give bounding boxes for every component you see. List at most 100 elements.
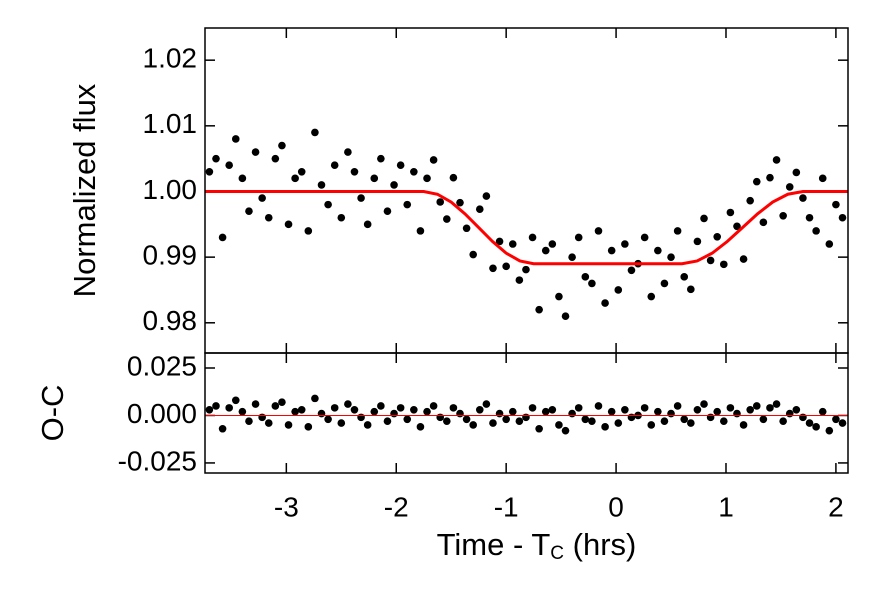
data-point	[390, 181, 398, 189]
data-point	[337, 213, 346, 222]
y-tick-label: 0.000	[127, 398, 197, 429]
data-point	[548, 405, 557, 414]
data-point	[350, 167, 359, 176]
data-point	[377, 154, 385, 163]
data-point	[475, 205, 484, 214]
data-point	[443, 417, 451, 425]
data-point	[317, 409, 326, 418]
plot-area	[205, 128, 848, 321]
data-point	[838, 213, 847, 222]
data-point	[713, 232, 722, 241]
data-point	[818, 174, 827, 183]
data-point	[673, 227, 682, 235]
data-point	[752, 177, 761, 186]
data-point	[231, 396, 240, 405]
data-point	[752, 402, 761, 410]
data-point	[588, 417, 596, 425]
data-point	[258, 194, 266, 202]
data-point	[673, 402, 682, 410]
data-point	[614, 286, 623, 294]
data-point	[456, 409, 464, 418]
data-point	[429, 402, 438, 410]
data-point	[660, 417, 669, 425]
data-point	[205, 405, 214, 414]
data-point	[792, 405, 801, 414]
data-point	[739, 421, 748, 429]
data-point	[212, 402, 220, 410]
data-point	[258, 413, 266, 422]
data-point	[238, 407, 247, 416]
data-point	[508, 407, 517, 416]
data-point	[324, 415, 332, 424]
y-axis-label: Normalized flux	[67, 83, 102, 297]
data-point	[522, 265, 530, 274]
data-point	[515, 276, 524, 284]
data-point	[654, 407, 662, 416]
data-point	[581, 415, 590, 424]
data-point	[423, 407, 431, 416]
data-point	[561, 312, 570, 321]
data-point	[410, 167, 418, 176]
data-point	[548, 240, 557, 248]
y-axis-label: O-C	[35, 385, 70, 442]
data-point	[693, 237, 702, 246]
data-point	[627, 266, 636, 275]
data-point	[304, 227, 313, 235]
y-tick-label: 0.98	[143, 305, 198, 336]
data-point	[568, 253, 576, 261]
data-point	[291, 407, 299, 416]
data-point	[482, 192, 491, 200]
data-point	[680, 415, 689, 424]
data-point	[462, 415, 471, 424]
data-point	[607, 246, 616, 255]
data-point	[383, 207, 392, 215]
x-tick-label: 1	[718, 491, 734, 522]
data-point	[541, 407, 550, 416]
data-point	[594, 227, 603, 235]
data-point	[278, 141, 286, 150]
data-point	[805, 419, 814, 427]
panels: 0.98 0.99 1.00 1.01 1.02 Normalized flux -0.02…	[35, 27, 849, 564]
data-point	[607, 407, 616, 416]
data-point	[363, 220, 372, 229]
data-point	[344, 148, 352, 156]
data-point	[429, 156, 438, 164]
data-point	[541, 246, 550, 255]
data-point	[212, 154, 220, 163]
data-point	[462, 224, 471, 233]
data-point	[264, 419, 273, 427]
data-point	[687, 419, 695, 427]
data-point	[640, 233, 649, 242]
panel: -0.025 0.000 0.025 -3 -2 -1 0 1 2 O-C Time - TC (h…	[35, 350, 849, 564]
data-point	[726, 208, 735, 217]
data-point	[647, 421, 656, 429]
data-point	[390, 409, 398, 418]
data-point	[502, 262, 510, 271]
data-point	[647, 292, 656, 301]
data-point	[687, 285, 695, 294]
data-point	[726, 404, 735, 412]
data-point	[489, 419, 497, 427]
data-point	[469, 250, 477, 259]
data-point	[588, 279, 596, 288]
data-point	[443, 215, 451, 223]
data-point	[245, 207, 253, 215]
data-point	[561, 426, 570, 435]
data-point	[377, 402, 385, 410]
data-point	[469, 421, 477, 429]
data-point	[264, 213, 273, 222]
data-point	[785, 183, 794, 191]
data-point	[799, 413, 807, 422]
data-point	[574, 404, 583, 412]
data-point	[594, 402, 603, 410]
x-axis-label: Time - TC (hrs)	[437, 527, 637, 564]
data-point	[535, 305, 543, 314]
data-point	[746, 196, 754, 205]
data-point	[772, 156, 781, 164]
data-point	[766, 173, 774, 182]
data-point	[733, 222, 741, 231]
x-tick-label: -2	[384, 491, 409, 522]
data-point	[456, 198, 464, 207]
data-point	[528, 233, 537, 242]
y-tick-label: -0.025	[118, 445, 197, 476]
